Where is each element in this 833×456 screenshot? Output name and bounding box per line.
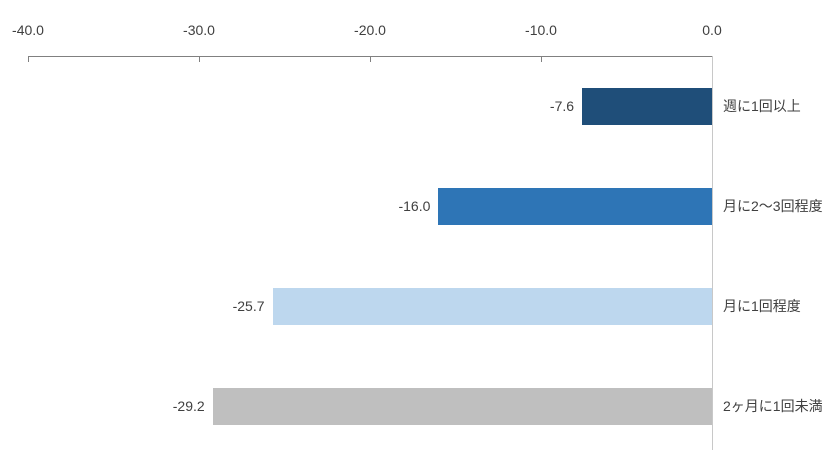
x-axis-tick bbox=[541, 56, 542, 62]
bar-3 bbox=[212, 387, 712, 425]
bar-value-label: -16.0 bbox=[398, 198, 431, 214]
x-tick-label: -30.0 bbox=[183, 22, 215, 38]
x-tick-label: -20.0 bbox=[354, 22, 386, 38]
bar-0 bbox=[582, 87, 712, 125]
x-tick-label: -40.0 bbox=[12, 22, 44, 38]
bar-2 bbox=[272, 287, 712, 325]
category-label: 週に1回以上 bbox=[723, 98, 801, 114]
category-label: 月に2～3回程度 bbox=[723, 198, 823, 214]
bar-value-label: -29.2 bbox=[172, 398, 205, 414]
category-label: 月に1回程度 bbox=[723, 298, 801, 314]
x-tick-label: -10.0 bbox=[525, 22, 557, 38]
x-axis-tick bbox=[370, 56, 371, 62]
zero-line bbox=[712, 56, 713, 450]
bar-value-label: -25.7 bbox=[232, 298, 265, 314]
bar-value-label: -7.6 bbox=[549, 98, 575, 114]
bar-1 bbox=[438, 187, 712, 225]
x-tick-label: 0.0 bbox=[702, 22, 722, 38]
x-axis-tick bbox=[199, 56, 200, 62]
category-label: 2ヶ月に1回未満 bbox=[723, 398, 823, 414]
x-axis-tick bbox=[28, 56, 29, 62]
